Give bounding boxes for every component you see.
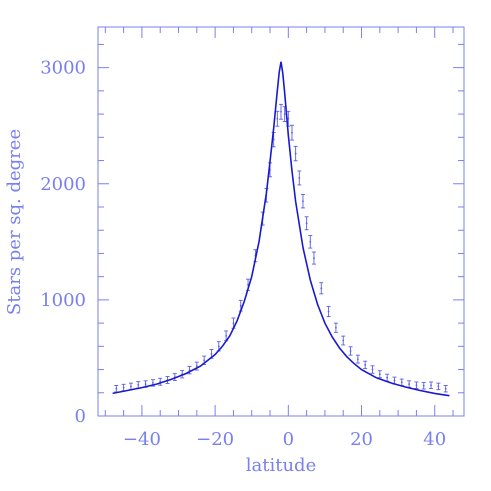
x-tick-label: −40 [123,429,161,450]
y-axis-label: Stars per sq. degree [4,129,25,315]
x-tick-label: 0 [283,429,294,450]
data-point [309,240,312,243]
data-point [130,385,132,388]
fit-curve [112,61,450,397]
data-point [203,359,206,362]
data-point [291,131,293,134]
data-point [302,200,304,203]
data-point [283,113,286,115]
data-point [225,334,228,337]
data-point [393,379,396,382]
data-point [430,384,432,387]
data-point [152,382,154,384]
data-point [239,304,242,307]
data-point [313,257,315,259]
data-point [437,385,440,388]
data-point [217,345,220,348]
x-tick-label: −20 [196,429,234,450]
data-point [444,387,447,390]
data-point [144,383,147,385]
data-point [422,384,425,387]
data-point [287,117,290,120]
data-point [115,387,118,390]
data-point [386,376,389,379]
x-tick-label: 40 [423,429,446,450]
data-point [320,287,323,290]
plot-frame [97,26,465,417]
y-tick-label: 2000 [40,174,86,195]
data-point [371,368,374,371]
data-point [327,310,330,313]
data-point [400,381,403,384]
data-point [378,373,381,376]
data-point [210,352,213,355]
data-point [232,322,235,325]
data-point [415,384,418,387]
data-point [276,117,279,120]
x-axis-label: latitude [246,455,316,476]
data-point [137,383,140,386]
data-point [356,358,359,361]
data-point [294,152,297,155]
data-point [195,365,198,367]
data-point [188,369,191,372]
data-point [280,110,282,113]
y-tick-label: 0 [75,406,86,427]
x-tick-label: 20 [350,429,373,450]
axis-ticks [98,27,464,417]
data-point [298,177,301,179]
data-point [342,339,345,342]
y-tick-label: 1000 [40,290,86,311]
tick-labels: −40 −20 0 20 40 0 1000 2000 3000 [40,58,446,450]
data-point [364,364,367,366]
data-point [349,350,352,352]
y-tick-label: 3000 [40,58,86,79]
data-point [305,222,308,225]
data-point [408,383,410,385]
data-points [114,103,448,393]
data-point [335,326,337,329]
data-point [122,386,125,389]
